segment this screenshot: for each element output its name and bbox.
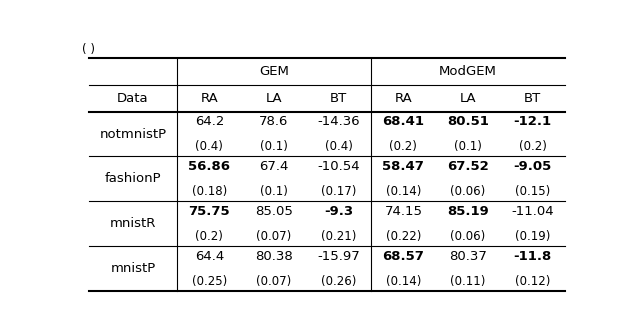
Text: fashionP: fashionP: [105, 172, 161, 185]
Text: mnistP: mnistP: [110, 262, 156, 275]
Text: 68.41: 68.41: [382, 115, 424, 128]
Text: (0.4): (0.4): [324, 140, 353, 153]
Text: (0.11): (0.11): [451, 275, 486, 288]
Text: (0.1): (0.1): [260, 185, 288, 198]
Text: 85.19: 85.19: [447, 205, 489, 218]
Text: -9.05: -9.05: [514, 160, 552, 173]
Text: (0.1): (0.1): [260, 140, 288, 153]
Text: (0.12): (0.12): [515, 275, 550, 288]
Text: ( ): ( ): [83, 43, 95, 56]
Text: (0.07): (0.07): [257, 275, 292, 288]
Text: ModGEM: ModGEM: [439, 65, 497, 78]
Text: 78.6: 78.6: [259, 115, 289, 128]
Text: 75.75: 75.75: [189, 205, 230, 218]
Text: -12.1: -12.1: [514, 115, 552, 128]
Text: -11.8: -11.8: [514, 250, 552, 263]
Text: 80.51: 80.51: [447, 115, 489, 128]
Text: (0.2): (0.2): [390, 140, 417, 153]
Text: LA: LA: [460, 92, 476, 105]
Text: (0.19): (0.19): [515, 230, 550, 243]
Text: 80.38: 80.38: [255, 250, 293, 263]
Text: 68.57: 68.57: [383, 250, 424, 263]
Text: -14.36: -14.36: [317, 115, 360, 128]
Text: BT: BT: [330, 92, 348, 105]
Text: Data: Data: [117, 92, 148, 105]
Text: BT: BT: [524, 92, 541, 105]
Text: (0.15): (0.15): [515, 185, 550, 198]
Text: 80.37: 80.37: [449, 250, 487, 263]
Text: GEM: GEM: [259, 65, 289, 78]
Text: (0.2): (0.2): [519, 140, 547, 153]
Text: (0.17): (0.17): [321, 185, 356, 198]
Text: (0.06): (0.06): [451, 230, 486, 243]
Text: 64.4: 64.4: [195, 250, 224, 263]
Text: (0.1): (0.1): [454, 140, 482, 153]
Text: LA: LA: [266, 92, 282, 105]
Text: (0.07): (0.07): [257, 230, 292, 243]
Text: (0.22): (0.22): [386, 230, 421, 243]
Text: 74.15: 74.15: [385, 205, 422, 218]
Text: (0.25): (0.25): [192, 275, 227, 288]
Text: RA: RA: [200, 92, 218, 105]
Text: 85.05: 85.05: [255, 205, 293, 218]
Text: (0.26): (0.26): [321, 275, 356, 288]
Text: 58.47: 58.47: [383, 160, 424, 173]
Text: 67.4: 67.4: [259, 160, 289, 173]
Text: -10.54: -10.54: [317, 160, 360, 173]
Text: mnistR: mnistR: [110, 217, 156, 230]
Text: 56.86: 56.86: [188, 160, 230, 173]
Text: 67.52: 67.52: [447, 160, 489, 173]
Text: (0.2): (0.2): [195, 230, 223, 243]
Text: notmnistP: notmnistP: [99, 128, 166, 141]
Text: -11.04: -11.04: [511, 205, 554, 218]
Text: (0.18): (0.18): [192, 185, 227, 198]
Text: (0.4): (0.4): [195, 140, 223, 153]
Text: RA: RA: [394, 92, 412, 105]
Text: (0.14): (0.14): [386, 185, 421, 198]
Text: (0.06): (0.06): [451, 185, 486, 198]
Text: 64.2: 64.2: [195, 115, 224, 128]
Text: (0.14): (0.14): [386, 275, 421, 288]
Text: (0.21): (0.21): [321, 230, 356, 243]
Text: -15.97: -15.97: [317, 250, 360, 263]
Text: -9.3: -9.3: [324, 205, 353, 218]
